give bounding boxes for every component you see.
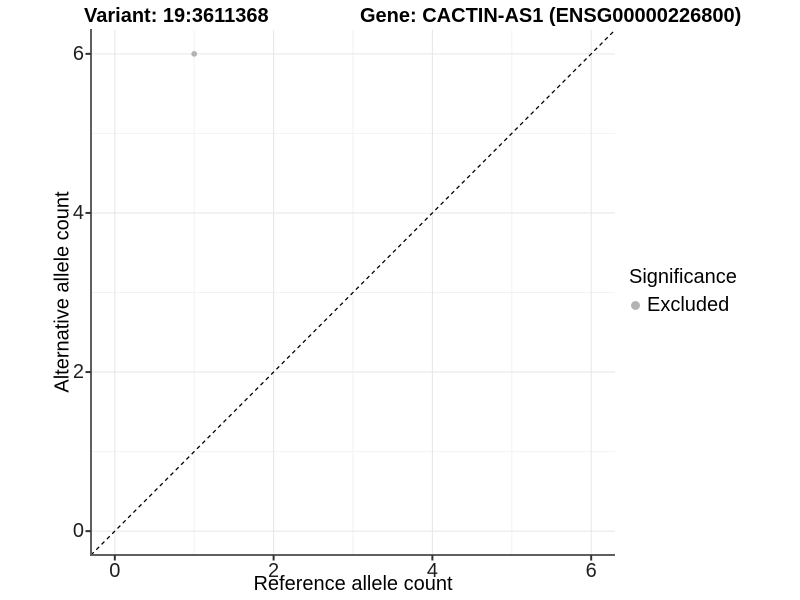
identity-line [90,29,616,556]
y-tick-label: 0 [72,520,84,543]
legend-item-excluded: Excluded [629,294,737,316]
y-tick-label: 4 [72,201,84,224]
legend-title: Significance [629,266,737,288]
legend: Significance Excluded [629,265,737,316]
x-tick-label: 6 [585,560,597,582]
y-tick-label: 6 [72,42,84,65]
x-tick-label: 2 [268,560,280,582]
x-axis-title: Reference allele count [253,573,453,595]
data-point [191,50,198,57]
x-tick-label: 4 [426,560,438,582]
legend-point-icon [631,300,640,310]
x-tick-label: 0 [109,560,121,582]
variant-title: Variant: 19:3611368 [84,5,269,27]
gene-title: Gene: CACTIN-AS1 (ENSG00000226800) [360,5,742,27]
legend-item-label: Excluded [647,294,730,316]
y-tick-label: 2 [72,361,84,384]
